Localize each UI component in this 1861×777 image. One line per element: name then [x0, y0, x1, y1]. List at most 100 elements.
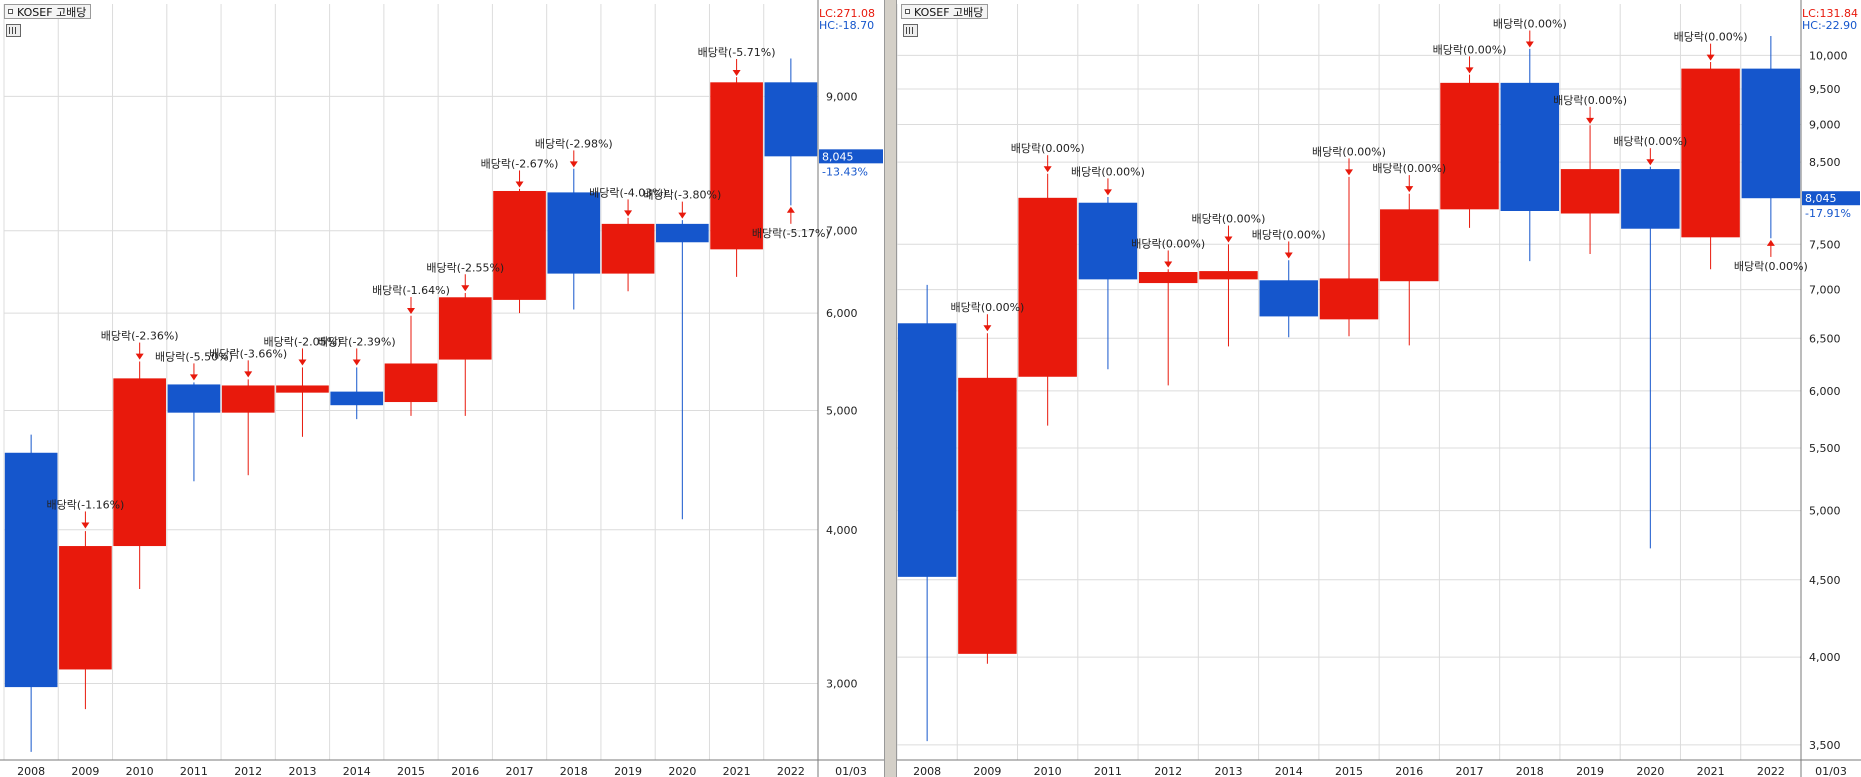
- dividend-annotation-label: 배당락(0.00%): [1192, 213, 1266, 226]
- candle-body[interactable]: [601, 223, 655, 274]
- last-price-label: 8,045: [1805, 192, 1837, 205]
- dividend-arrow-icon: [407, 307, 415, 314]
- candle-body[interactable]: [1741, 68, 1801, 199]
- candle-body[interactable]: [1621, 169, 1680, 229]
- candle-body[interactable]: [1560, 169, 1620, 214]
- y-tick-label: 4,500: [1809, 574, 1841, 587]
- dividend-annotation-label: 배당락(0.00%): [1011, 142, 1085, 155]
- candle-body[interactable]: [1078, 202, 1138, 280]
- x-tick-label: 2016: [1395, 765, 1423, 777]
- candle-body[interactable]: [958, 377, 1017, 654]
- y-tick-label: 9,000: [826, 90, 858, 103]
- dividend-arrow-icon: [1646, 159, 1655, 166]
- x-tick-label: 2010: [126, 765, 154, 777]
- x-tick-label: 2021: [1697, 765, 1725, 777]
- lc-label: LC:131.84: [1802, 7, 1858, 20]
- x-tick-label: 2015: [397, 765, 425, 777]
- dividend-annotation-label: 배당락(0.00%): [1433, 43, 1507, 56]
- left-chart-toolbox-icon[interactable]: [6, 24, 21, 37]
- x-tick-label: 2009: [973, 765, 1001, 777]
- panel-splitter[interactable]: [884, 0, 897, 777]
- y-tick-label: 10,000: [1809, 49, 1848, 62]
- y-tick-label: 6,500: [1809, 332, 1841, 345]
- candle-body[interactable]: [897, 323, 957, 577]
- y-tick-label: 8,500: [1809, 156, 1841, 169]
- candle-body[interactable]: [1500, 82, 1560, 211]
- y-tick-label: 5,500: [1809, 442, 1841, 455]
- dividend-arrow-icon: [678, 212, 687, 219]
- x-tick-label: 2017: [506, 765, 534, 777]
- dividend-arrow-icon: [983, 325, 992, 332]
- dividend-arrow-icon: [786, 206, 795, 213]
- candle-body[interactable]: [1319, 278, 1379, 320]
- dividend-arrow-icon: [244, 371, 253, 378]
- candle-body[interactable]: [547, 192, 601, 274]
- candle-body[interactable]: [4, 452, 58, 688]
- dividend-arrow-icon: [1525, 41, 1534, 48]
- candle-body[interactable]: [59, 546, 112, 670]
- candle-body[interactable]: [1259, 280, 1318, 317]
- x-tick-label: 2020: [668, 765, 696, 777]
- dividend-arrow-icon: [515, 181, 524, 188]
- dividend-arrow-icon: [1224, 236, 1233, 243]
- dividend-annotation-label: 배당락(0.00%): [1674, 31, 1748, 44]
- candle-body[interactable]: [710, 82, 763, 250]
- hc-label: HC:-18.70: [819, 19, 874, 32]
- right-candlestick-chart[interactable]: 3,500 4,000 4,500 5,000 5,500 6,000 6,500 7,000…: [897, 0, 1861, 777]
- candle-body[interactable]: [384, 363, 438, 403]
- x-tick-label: 2020: [1636, 765, 1664, 777]
- dividend-annotation-label: 배당락(0.00%): [1553, 94, 1627, 107]
- x-tick-label: 2008: [17, 765, 45, 777]
- x-tick-label: 2011: [1094, 765, 1122, 777]
- x-tick-label: 2019: [1576, 765, 1604, 777]
- candle-body[interactable]: [1380, 209, 1439, 282]
- right-chart-toolbox-icon[interactable]: [903, 24, 918, 37]
- left-candlestick-chart[interactable]: 3,000 4,000 5,000 6,000 7,000 9,000 2008 2009 20…: [0, 0, 884, 777]
- candle-body[interactable]: [1138, 272, 1198, 284]
- dividend-arrow-icon: [1103, 189, 1112, 196]
- candle-body[interactable]: [113, 378, 166, 547]
- candle-body[interactable]: [167, 384, 221, 413]
- left-chart-title[interactable]: KOSEF 고배당: [4, 4, 92, 19]
- last-price-label: 8,045: [822, 150, 854, 163]
- candle-body[interactable]: [493, 190, 546, 300]
- dividend-arrow-icon: [1586, 117, 1595, 124]
- y-tick-label: 4,000: [826, 524, 858, 537]
- candle-body[interactable]: [221, 385, 275, 413]
- dividend-arrow-icon: [352, 359, 361, 366]
- candle-body[interactable]: [438, 297, 492, 360]
- y-tick-label: 6,000: [1809, 385, 1841, 398]
- candle-body[interactable]: [656, 223, 709, 243]
- x-tick-label: 2016: [451, 765, 479, 777]
- candle-body[interactable]: [1199, 271, 1258, 280]
- x-tick-label: 2022: [1757, 765, 1785, 777]
- last-change-label: -13.43%: [822, 165, 868, 178]
- candle-body[interactable]: [330, 391, 384, 406]
- dividend-annotation-label: 배당락(0.00%): [1734, 260, 1808, 273]
- y-tick-label: 9,000: [1809, 119, 1841, 132]
- candle-body[interactable]: [1681, 68, 1740, 238]
- x-tick-label: 2018: [560, 765, 588, 777]
- x-tick-label: 2021: [723, 765, 751, 777]
- dividend-annotation-label: 배당락(0.00%): [1252, 228, 1326, 241]
- dividend-annotation-label: 배당락(0.00%): [1613, 135, 1687, 148]
- candle-body[interactable]: [1018, 197, 1077, 377]
- dividend-annotation-label: 배당락(0.00%): [1493, 18, 1567, 31]
- dividend-arrow-icon: [189, 374, 198, 381]
- dividend-annotation-label: 배당락(-5.17%): [752, 227, 830, 240]
- left-chart-panel: 3,000 4,000 5,000 6,000 7,000 9,000 2008 2009 20…: [0, 0, 884, 777]
- y-tick-label: 7,000: [826, 225, 858, 238]
- dividend-arrow-icon: [1465, 67, 1474, 74]
- hc-label: HC:-22.90: [1802, 19, 1857, 32]
- x-tick-label: 2012: [1154, 765, 1182, 777]
- x-tick-label: 2012: [234, 765, 262, 777]
- candle-body[interactable]: [764, 82, 818, 157]
- y-tick-label: 6,000: [826, 307, 858, 320]
- x-tick-label: 2014: [343, 765, 371, 777]
- candle-body[interactable]: [276, 385, 329, 393]
- right-chart-title[interactable]: KOSEF 고배당: [901, 4, 989, 19]
- y-tick-label: 5,000: [826, 405, 858, 418]
- x-tick-label: 2015: [1335, 765, 1363, 777]
- candle-body[interactable]: [1440, 82, 1499, 210]
- dividend-annotation-label: 배당락(-2.05%): [264, 335, 342, 348]
